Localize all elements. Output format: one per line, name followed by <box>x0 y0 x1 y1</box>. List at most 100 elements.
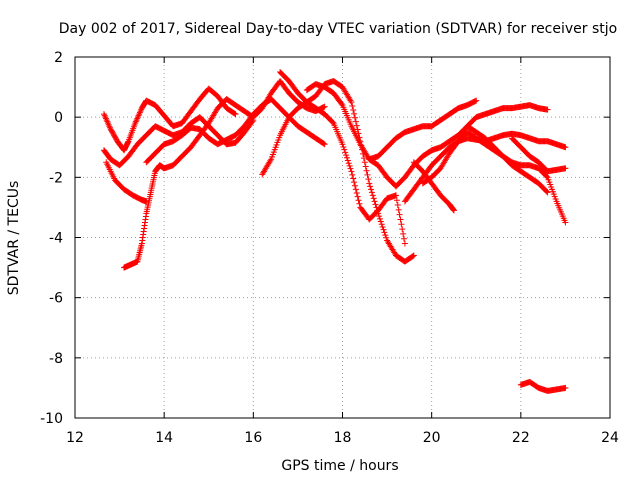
data-point <box>345 160 352 167</box>
data-point <box>376 215 383 222</box>
y-tick-label: 0 <box>54 110 63 126</box>
data-point <box>320 140 327 147</box>
series-arc-14 <box>508 135 569 175</box>
plot-frame <box>74 56 611 419</box>
data-point <box>562 144 569 151</box>
data-point <box>341 146 348 153</box>
y-tick-label: -8 <box>49 351 63 367</box>
data-point <box>321 141 328 148</box>
data-point <box>363 167 370 174</box>
data-point <box>362 163 369 170</box>
data-point <box>349 171 356 178</box>
x-tick-label: 20 <box>423 430 441 446</box>
y-tick-label: -2 <box>49 170 63 186</box>
y-tick-label: -4 <box>49 231 63 247</box>
data-point <box>380 226 387 233</box>
x-tick-label: 14 <box>155 430 173 446</box>
series-arc-2 <box>100 114 257 169</box>
data-point <box>544 106 551 113</box>
data-point <box>378 221 385 228</box>
data-point <box>347 165 354 172</box>
data-point <box>372 201 379 208</box>
data-point <box>343 152 350 159</box>
data-point <box>473 97 480 104</box>
data-point <box>351 114 358 121</box>
x-axis-label: GPS time / hours <box>281 458 398 474</box>
data-point <box>354 193 361 200</box>
data-point <box>543 188 550 195</box>
data-point <box>361 159 368 166</box>
data-point <box>353 122 360 129</box>
series-arc-7 <box>277 69 408 247</box>
data-point <box>400 230 407 237</box>
data-point <box>370 195 377 202</box>
data-point <box>368 189 375 196</box>
y-tick-label: -6 <box>49 291 63 307</box>
x-tick-label: 22 <box>512 430 530 446</box>
data-point <box>395 206 402 213</box>
data-point <box>376 213 383 220</box>
data-point <box>543 173 550 180</box>
data-point <box>381 229 388 236</box>
series-arc-15 <box>517 378 569 394</box>
data-point <box>368 186 375 193</box>
data-point <box>343 154 350 161</box>
data-point <box>371 198 378 205</box>
data-point <box>348 168 355 175</box>
data-point <box>338 100 345 107</box>
series-arc-5 <box>143 96 328 166</box>
data-point <box>379 223 386 230</box>
series-arc-9 <box>366 102 551 190</box>
x-tick-label: 12 <box>66 430 84 446</box>
data-point <box>382 232 389 239</box>
data-point <box>353 189 360 196</box>
data-point <box>344 157 351 164</box>
data-point <box>352 118 359 125</box>
data-point <box>367 183 374 190</box>
data-point <box>399 226 406 233</box>
data-point <box>369 192 376 199</box>
data-point <box>351 182 358 189</box>
data-point <box>339 141 346 148</box>
x-tick-label: 16 <box>244 430 262 446</box>
data-series <box>100 69 569 394</box>
data-point <box>364 171 371 178</box>
data-point <box>409 253 416 260</box>
data-point <box>346 162 353 169</box>
data-point <box>329 119 336 126</box>
y-tick-label: -10 <box>40 411 63 427</box>
data-point <box>351 179 358 186</box>
y-tick-label: 2 <box>54 50 63 66</box>
data-point <box>377 218 384 225</box>
series-arc-6 <box>259 78 417 265</box>
series-arc-3 <box>103 159 150 205</box>
data-point <box>401 235 408 242</box>
data-point <box>393 197 400 204</box>
data-point <box>351 110 358 117</box>
axis-ticks: 12 14 16 18 20 22 24 -10 -8 -6 -4 -2 0 2 <box>40 50 619 446</box>
data-point <box>348 99 355 106</box>
series-arc-1 <box>100 85 239 154</box>
data-point <box>356 200 363 207</box>
data-point <box>394 202 401 209</box>
data-point <box>544 189 551 196</box>
data-point <box>562 219 569 226</box>
data-point <box>562 165 569 172</box>
data-point <box>355 197 362 204</box>
y-axis-label: SDTVAR / TECUs <box>6 181 22 296</box>
data-point <box>410 252 417 259</box>
chart-title: Day 002 of 2017, Sidereal Day-to-day VTE… <box>59 21 617 37</box>
data-point <box>342 149 349 156</box>
data-point <box>365 176 372 183</box>
data-point <box>383 234 390 241</box>
data-point <box>350 106 357 113</box>
data-point <box>350 175 357 182</box>
data-point <box>397 216 404 223</box>
data-point <box>340 143 347 150</box>
series-arc-12 <box>410 159 457 214</box>
data-point <box>232 111 239 118</box>
data-point <box>349 103 356 110</box>
data-point <box>450 207 457 214</box>
series-arc-13 <box>464 123 551 196</box>
